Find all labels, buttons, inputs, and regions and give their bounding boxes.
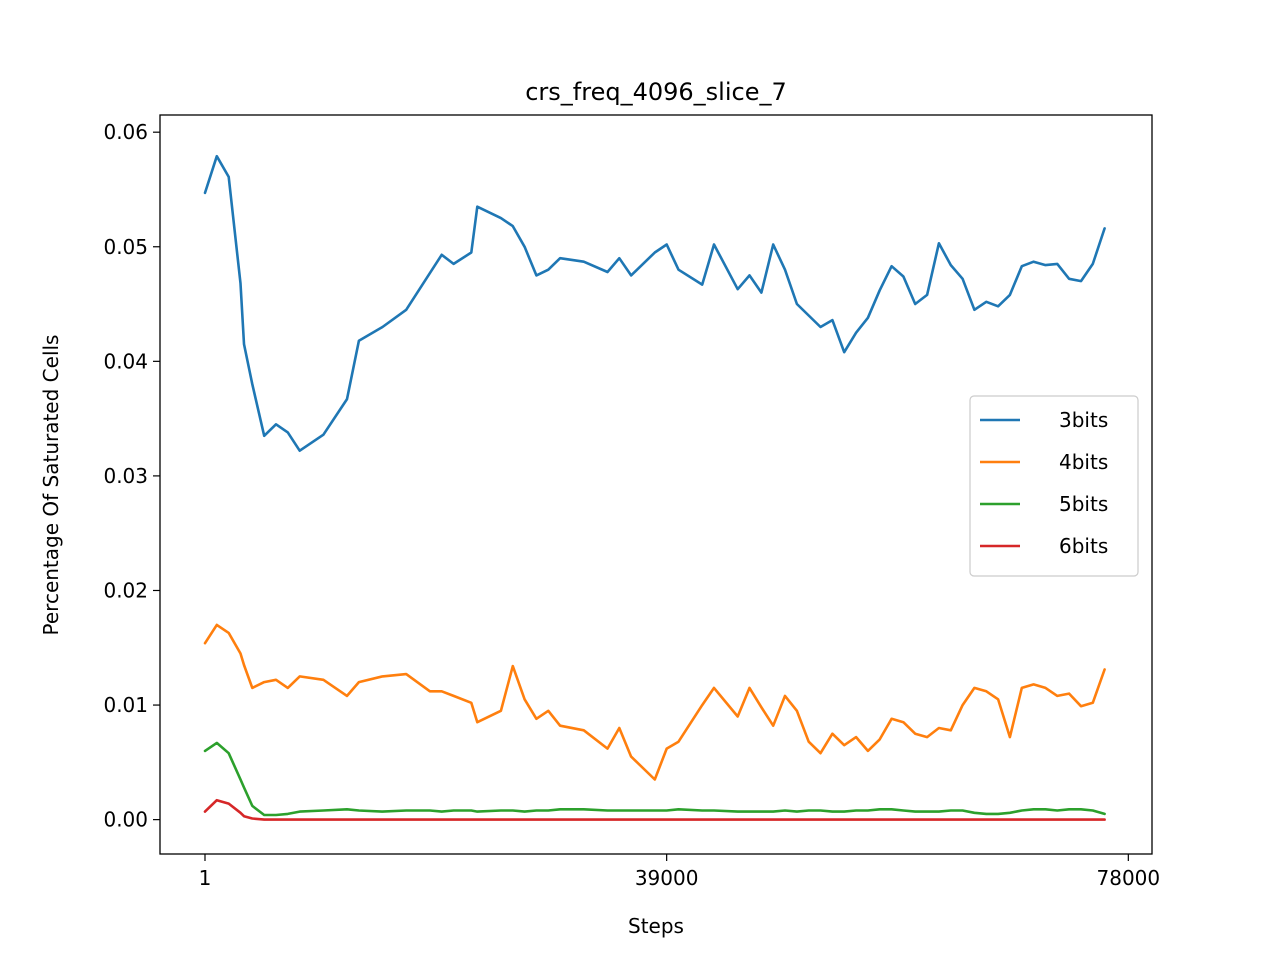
legend-label-5bits: 5bits: [1059, 492, 1108, 516]
y-axis-label: Percentage Of Saturated Cells: [39, 335, 63, 636]
y-tick-label: 0.01: [103, 693, 148, 717]
x-axis-label: Steps: [628, 914, 684, 938]
series-layer: [203, 154, 1106, 821]
y-tick-label: 0.02: [103, 578, 148, 602]
x-tick-label: 39000: [635, 866, 699, 890]
legend-label-6bits: 6bits: [1059, 534, 1108, 558]
x-tick-label: 1: [199, 866, 212, 890]
legend-label-4bits: 4bits: [1059, 450, 1108, 474]
y-tick-label: 0.03: [103, 464, 148, 488]
legend: 3bits 4bits 5bits 6bits: [969, 395, 1139, 577]
y-tick-label: 0.05: [103, 235, 148, 259]
x-axis: 1 39000 78000: [199, 854, 1161, 890]
series-line-3bits: [203, 154, 1106, 453]
legend-box: [969, 395, 1139, 577]
series-line-4bits: [203, 623, 1106, 781]
chart-title: crs_freq_4096_slice_7: [525, 78, 787, 106]
plot-frame: [159, 114, 1153, 855]
legend-label-3bits: 3bits: [1059, 408, 1108, 432]
y-tick-label: 0.04: [103, 349, 148, 373]
series-line-6bits: [203, 798, 1106, 821]
x-tick-label: 78000: [1097, 866, 1161, 890]
y-tick-label: 0.00: [103, 808, 148, 832]
y-axis: 0.00 0.01 0.02 0.03 0.04 0.05 0.06: [103, 120, 160, 832]
y-tick-label: 0.06: [103, 120, 148, 144]
series-line-5bits: [203, 741, 1106, 817]
